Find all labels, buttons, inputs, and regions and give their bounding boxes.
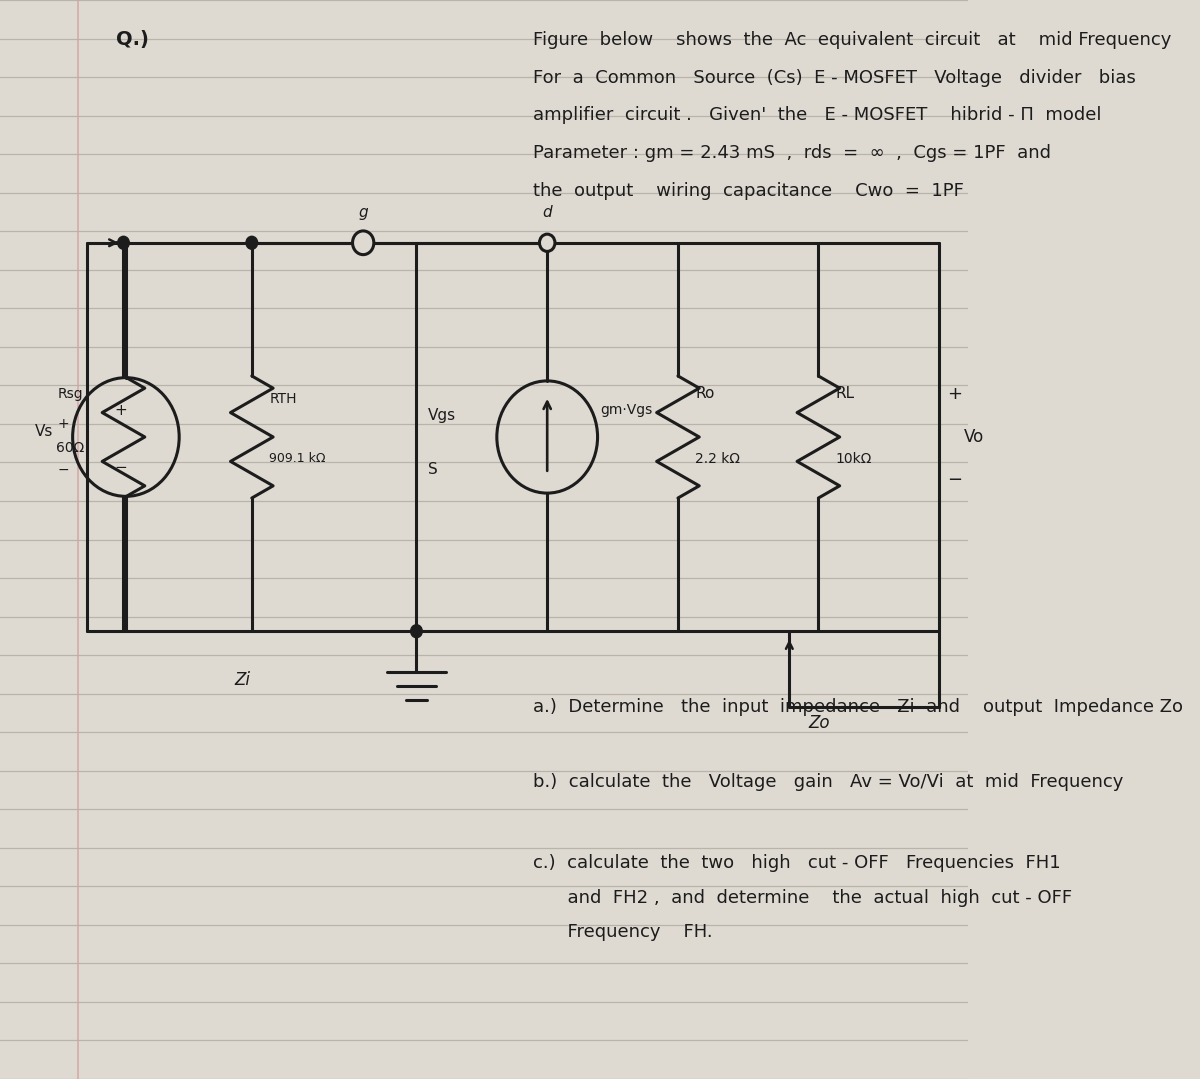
- Circle shape: [353, 231, 374, 255]
- Text: a.)  Determine   the  input  impedance   Zi  and    output  Impedance Zo: a.) Determine the input impedance Zi and…: [533, 698, 1183, 715]
- Text: +: +: [58, 418, 68, 431]
- Text: 60Ω: 60Ω: [56, 441, 84, 454]
- Text: the  output    wiring  capacitance    Cwo  =  1PF: the output wiring capacitance Cwo = 1PF: [533, 182, 964, 200]
- Text: c.)  calculate  the  two   high   cut - OFF   Frequencies  FH1: c.) calculate the two high cut - OFF Fre…: [533, 855, 1061, 872]
- Text: −: −: [58, 463, 68, 476]
- Text: 2.2 kΩ: 2.2 kΩ: [695, 452, 740, 465]
- Circle shape: [246, 236, 258, 249]
- Text: 10kΩ: 10kΩ: [836, 452, 872, 465]
- Text: g: g: [359, 205, 368, 220]
- Text: d: d: [542, 205, 552, 220]
- Circle shape: [540, 234, 554, 251]
- Text: and  FH2 ,  and  determine    the  actual  high  cut - OFF: and FH2 , and determine the actual high …: [533, 889, 1072, 906]
- Circle shape: [118, 236, 130, 249]
- Text: Zo: Zo: [809, 714, 830, 732]
- Text: amplifier  circuit .   Given'  the   E - MOSFET    hibrid - Π  model: amplifier circuit . Given' the E - MOSFE…: [533, 107, 1102, 124]
- Text: Vgs: Vgs: [428, 408, 456, 423]
- Text: −: −: [115, 460, 127, 475]
- Text: −: −: [947, 472, 962, 489]
- Text: RL: RL: [836, 386, 854, 401]
- Text: Rsg: Rsg: [58, 387, 83, 400]
- Text: Vo: Vo: [964, 428, 984, 446]
- Text: b.)  calculate  the   Voltage   gain   Av = Vo/Vi  at  mid  Frequency: b.) calculate the Voltage gain Av = Vo/V…: [533, 774, 1123, 791]
- Text: 909.1 kΩ: 909.1 kΩ: [269, 452, 325, 465]
- Text: Frequency    FH.: Frequency FH.: [533, 924, 713, 941]
- Text: +: +: [947, 385, 962, 402]
- Circle shape: [541, 236, 553, 249]
- Text: Parameter : gm = 2.43 mS  ,  rds  =  ∞  ,  Cgs = 1PF  and: Parameter : gm = 2.43 mS , rds = ∞ , Cgs…: [533, 145, 1051, 162]
- Text: Zi: Zi: [234, 671, 250, 688]
- Text: S: S: [428, 462, 438, 477]
- Text: For  a  Common   Source  (Cs)  E - MOSFET   Voltage   divider   bias: For a Common Source (Cs) E - MOSFET Volt…: [533, 69, 1135, 86]
- Text: Figure  below    shows  the  Ac  equivalent  circuit   at    mid Frequency: Figure below shows the Ac equivalent cir…: [533, 31, 1171, 49]
- Text: Ro: Ro: [695, 386, 715, 401]
- Circle shape: [410, 625, 422, 638]
- Text: Q.): Q.): [116, 30, 149, 50]
- Text: gm·Vgs: gm·Vgs: [600, 404, 653, 416]
- Text: Vs: Vs: [35, 424, 53, 439]
- Text: +: +: [115, 402, 127, 418]
- Text: RTH: RTH: [269, 393, 296, 406]
